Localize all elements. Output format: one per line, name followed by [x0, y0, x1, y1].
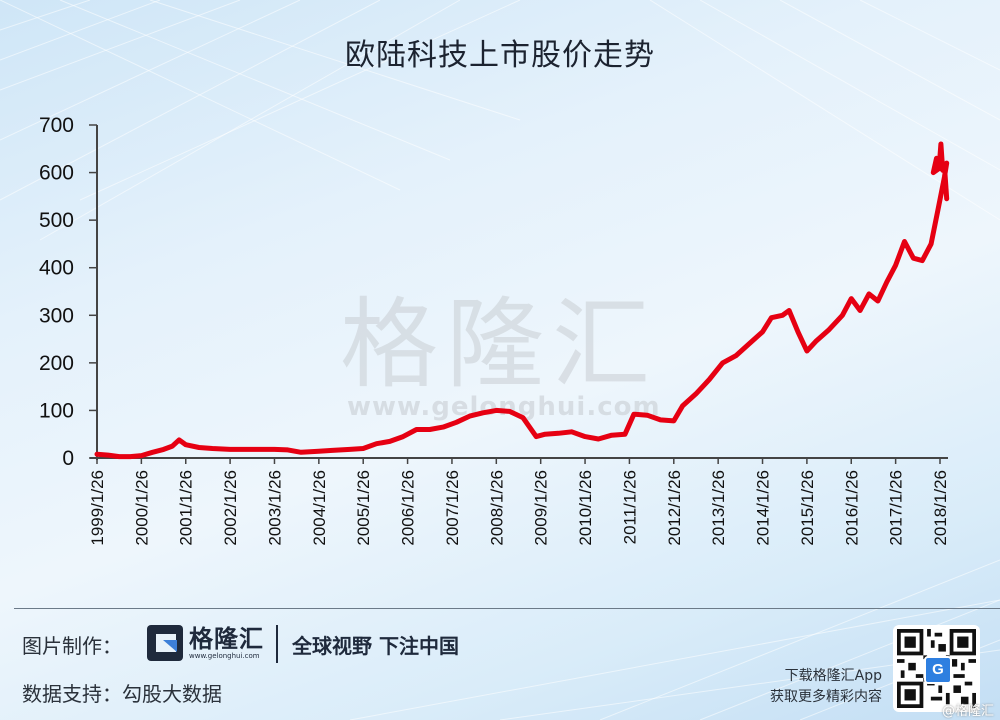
app-line-1: 下载格隆汇App	[784, 668, 882, 684]
x-tick-label: 2013/1/26	[709, 470, 728, 546]
y-tick-label: 400	[39, 257, 74, 280]
x-tick-label: 2006/1/26	[399, 470, 418, 546]
app-line-2: 获取更多精彩内容	[770, 689, 882, 705]
x-tick-label: 1999/1/26	[88, 470, 107, 546]
slogan: 全球视野 下注中国	[292, 634, 459, 658]
y-tick-label: 500	[39, 209, 74, 232]
data-source-value: 勾股大数据	[122, 682, 222, 706]
watermark-url: www.gelonghui.com	[347, 392, 661, 422]
brand-url: www.gelonghui.com	[189, 651, 260, 660]
qr-pattern-icon	[897, 629, 976, 708]
data-source-label: 数据支持：	[22, 682, 122, 706]
data-source-line: 数据支持：勾股大数据	[22, 678, 222, 707]
watermark: 格隆汇 www.gelonghui.com	[340, 288, 661, 422]
gelonghui-app-icon: G	[924, 656, 952, 684]
x-tick-label: 2012/1/26	[665, 470, 684, 546]
x-tick-label: 2005/1/26	[354, 470, 373, 546]
x-tick-label: 2003/1/26	[265, 470, 284, 546]
chart-title: 欧陆科技上市股价走势	[345, 38, 655, 73]
x-tick-label: 2015/1/26	[798, 470, 817, 546]
price-line	[94, 141, 950, 460]
watermark-text: 格隆汇	[340, 288, 658, 402]
y-tick-label: 600	[39, 162, 74, 185]
y-tick-label: 0	[62, 447, 74, 470]
app-download-text: 下载格隆汇App 获取更多精彩内容	[770, 666, 882, 708]
y-tick-label: 300	[39, 304, 74, 327]
x-tick-label: 2010/1/26	[576, 470, 595, 546]
brand-logo: 格隆汇 www.gelonghui.com	[147, 625, 264, 661]
x-tick-label: 2001/1/26	[177, 470, 196, 546]
y-tick-label: 100	[39, 399, 74, 422]
x-tick-label: 2004/1/26	[310, 470, 329, 546]
x-tick-label: 2008/1/26	[487, 470, 506, 546]
x-tick-label: 2002/1/26	[221, 470, 240, 546]
footer-divider	[14, 608, 1000, 609]
x-tick-label: 2017/1/26	[887, 470, 906, 546]
x-tick-label: 2011/1/26	[620, 470, 639, 544]
x-tick-label: 2018/1/26	[931, 470, 950, 546]
qr-code[interactable]: G	[893, 625, 980, 712]
x-tick-label: 2007/1/26	[443, 470, 462, 546]
y-tick-label: 200	[39, 352, 74, 375]
x-axis: 1999/1/26 2000/1/26 2001/1/26 2002/1/26 2003…	[88, 457, 950, 546]
y-axis: 0 100 200 300 400 500 600 700	[39, 114, 98, 470]
x-tick-label: 2009/1/26	[532, 470, 551, 546]
logo-separator	[276, 625, 278, 663]
x-tick-label: 2016/1/26	[842, 470, 861, 546]
credit-watermark: @格隆汇	[941, 704, 994, 719]
stock-price-chart: 格隆汇 www.gelonghui.com 0 100 200 300 400 500 60…	[39, 114, 950, 546]
y-tick-label: 700	[39, 114, 74, 137]
brand-g-icon	[147, 625, 183, 661]
x-tick-label: 2000/1/26	[132, 470, 151, 546]
brand-name: 格隆汇	[189, 624, 264, 653]
x-tick-label: 2014/1/26	[754, 470, 773, 546]
producer-label: 图片制作：	[22, 634, 122, 658]
